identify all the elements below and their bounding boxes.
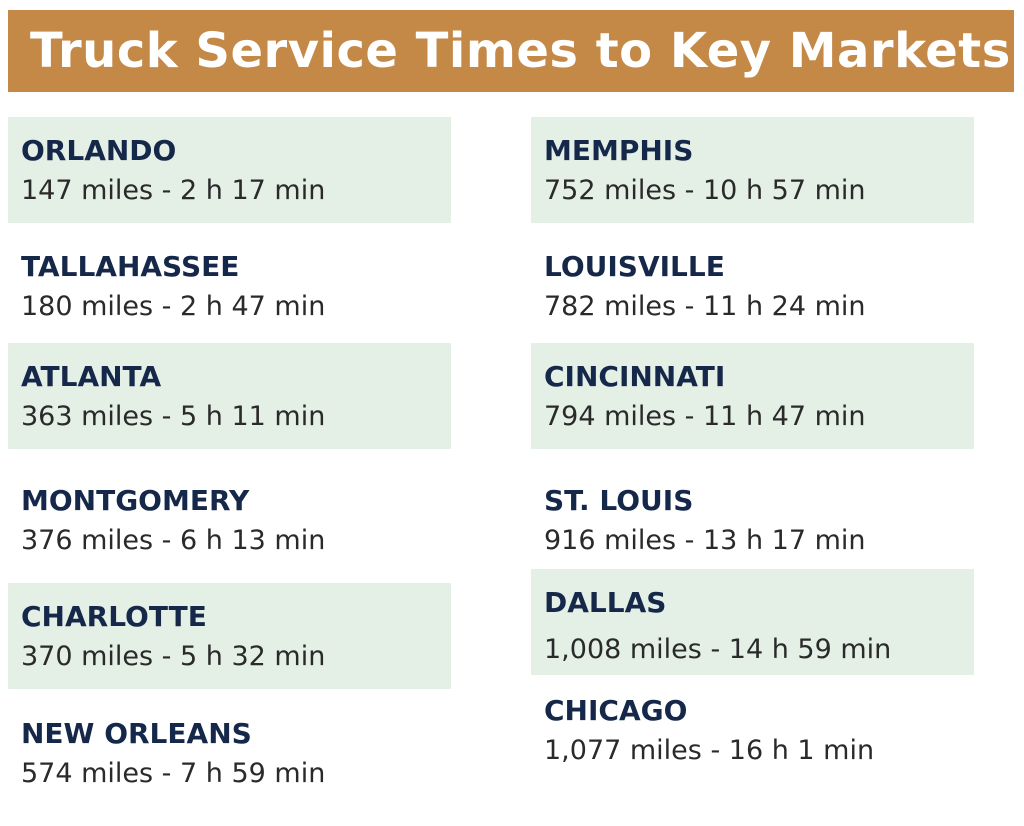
market-card-st-louis: ST. LOUIS 916 miles - 13 h 17 min: [531, 467, 974, 573]
distance-time: 147 miles - 2 h 17 min: [21, 175, 326, 206]
market-card-orlando: ORLANDO 147 miles - 2 h 17 min: [8, 117, 451, 223]
city-name: TALLAHASSEE: [21, 250, 240, 283]
distance-time: 916 miles - 13 h 17 min: [544, 525, 866, 556]
market-card-charlotte: CHARLOTTE 370 miles - 5 h 32 min: [8, 583, 451, 689]
market-card-chicago: CHICAGO 1,077 miles - 16 h 1 min: [531, 677, 974, 783]
distance-time: 180 miles - 2 h 47 min: [21, 291, 326, 322]
city-name: ST. LOUIS: [544, 484, 694, 517]
distance-time: 370 miles - 5 h 32 min: [21, 641, 326, 672]
city-name: CHICAGO: [544, 694, 688, 727]
city-name: MONTGOMERY: [21, 484, 250, 517]
market-card-tallahassee: TALLAHASSEE 180 miles - 2 h 47 min: [8, 233, 451, 339]
city-name: ORLANDO: [21, 134, 177, 167]
market-card-memphis: MEMPHIS 752 miles - 10 h 57 min: [531, 117, 974, 223]
distance-time: 1,008 miles - 14 h 59 min: [544, 634, 892, 665]
city-name: MEMPHIS: [544, 134, 694, 167]
market-card-new-orleans: NEW ORLEANS 574 miles - 7 h 59 min: [8, 700, 451, 806]
title-banner: Truck Service Times to Key Markets: [8, 10, 1014, 92]
city-name: NEW ORLEANS: [21, 717, 252, 750]
market-card-atlanta: ATLANTA 363 miles - 5 h 11 min: [8, 343, 451, 449]
distance-time: 794 miles - 11 h 47 min: [544, 401, 866, 432]
city-name: DALLAS: [544, 586, 667, 619]
distance-time: 782 miles - 11 h 24 min: [544, 291, 866, 322]
market-card-dallas: DALLAS 1,008 miles - 14 h 59 min: [531, 569, 974, 675]
distance-time: 376 miles - 6 h 13 min: [21, 525, 326, 556]
city-name: CHARLOTTE: [21, 600, 207, 633]
distance-time: 1,077 miles - 16 h 1 min: [544, 735, 875, 766]
market-card-montgomery: MONTGOMERY 376 miles - 6 h 13 min: [8, 467, 451, 573]
city-name: ATLANTA: [21, 360, 162, 393]
city-name: CINCINNATI: [544, 360, 726, 393]
market-card-cincinnati: CINCINNATI 794 miles - 11 h 47 min: [531, 343, 974, 449]
distance-time: 574 miles - 7 h 59 min: [21, 758, 326, 789]
city-name: LOUISVILLE: [544, 250, 725, 283]
distance-time: 363 miles - 5 h 11 min: [21, 401, 326, 432]
market-card-louisville: LOUISVILLE 782 miles - 11 h 24 min: [531, 233, 974, 339]
distance-time: 752 miles - 10 h 57 min: [544, 175, 866, 206]
page-title: Truck Service Times to Key Markets: [30, 23, 1011, 79]
